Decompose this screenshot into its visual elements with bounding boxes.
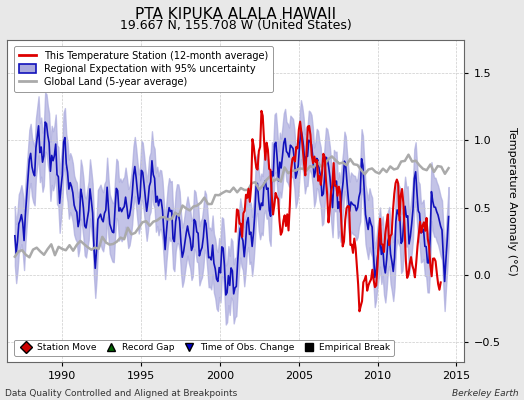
Text: Berkeley Earth: Berkeley Earth: [452, 389, 519, 398]
Y-axis label: Temperature Anomaly (°C): Temperature Anomaly (°C): [507, 126, 517, 275]
Text: Data Quality Controlled and Aligned at Breakpoints: Data Quality Controlled and Aligned at B…: [5, 389, 237, 398]
Text: 19.667 N, 155.708 W (United States): 19.667 N, 155.708 W (United States): [120, 19, 352, 32]
Legend: Station Move, Record Gap, Time of Obs. Change, Empirical Break: Station Move, Record Gap, Time of Obs. C…: [14, 340, 394, 356]
Title: PTA KIPUKA ALALA HAWAII: PTA KIPUKA ALALA HAWAII: [135, 7, 336, 22]
